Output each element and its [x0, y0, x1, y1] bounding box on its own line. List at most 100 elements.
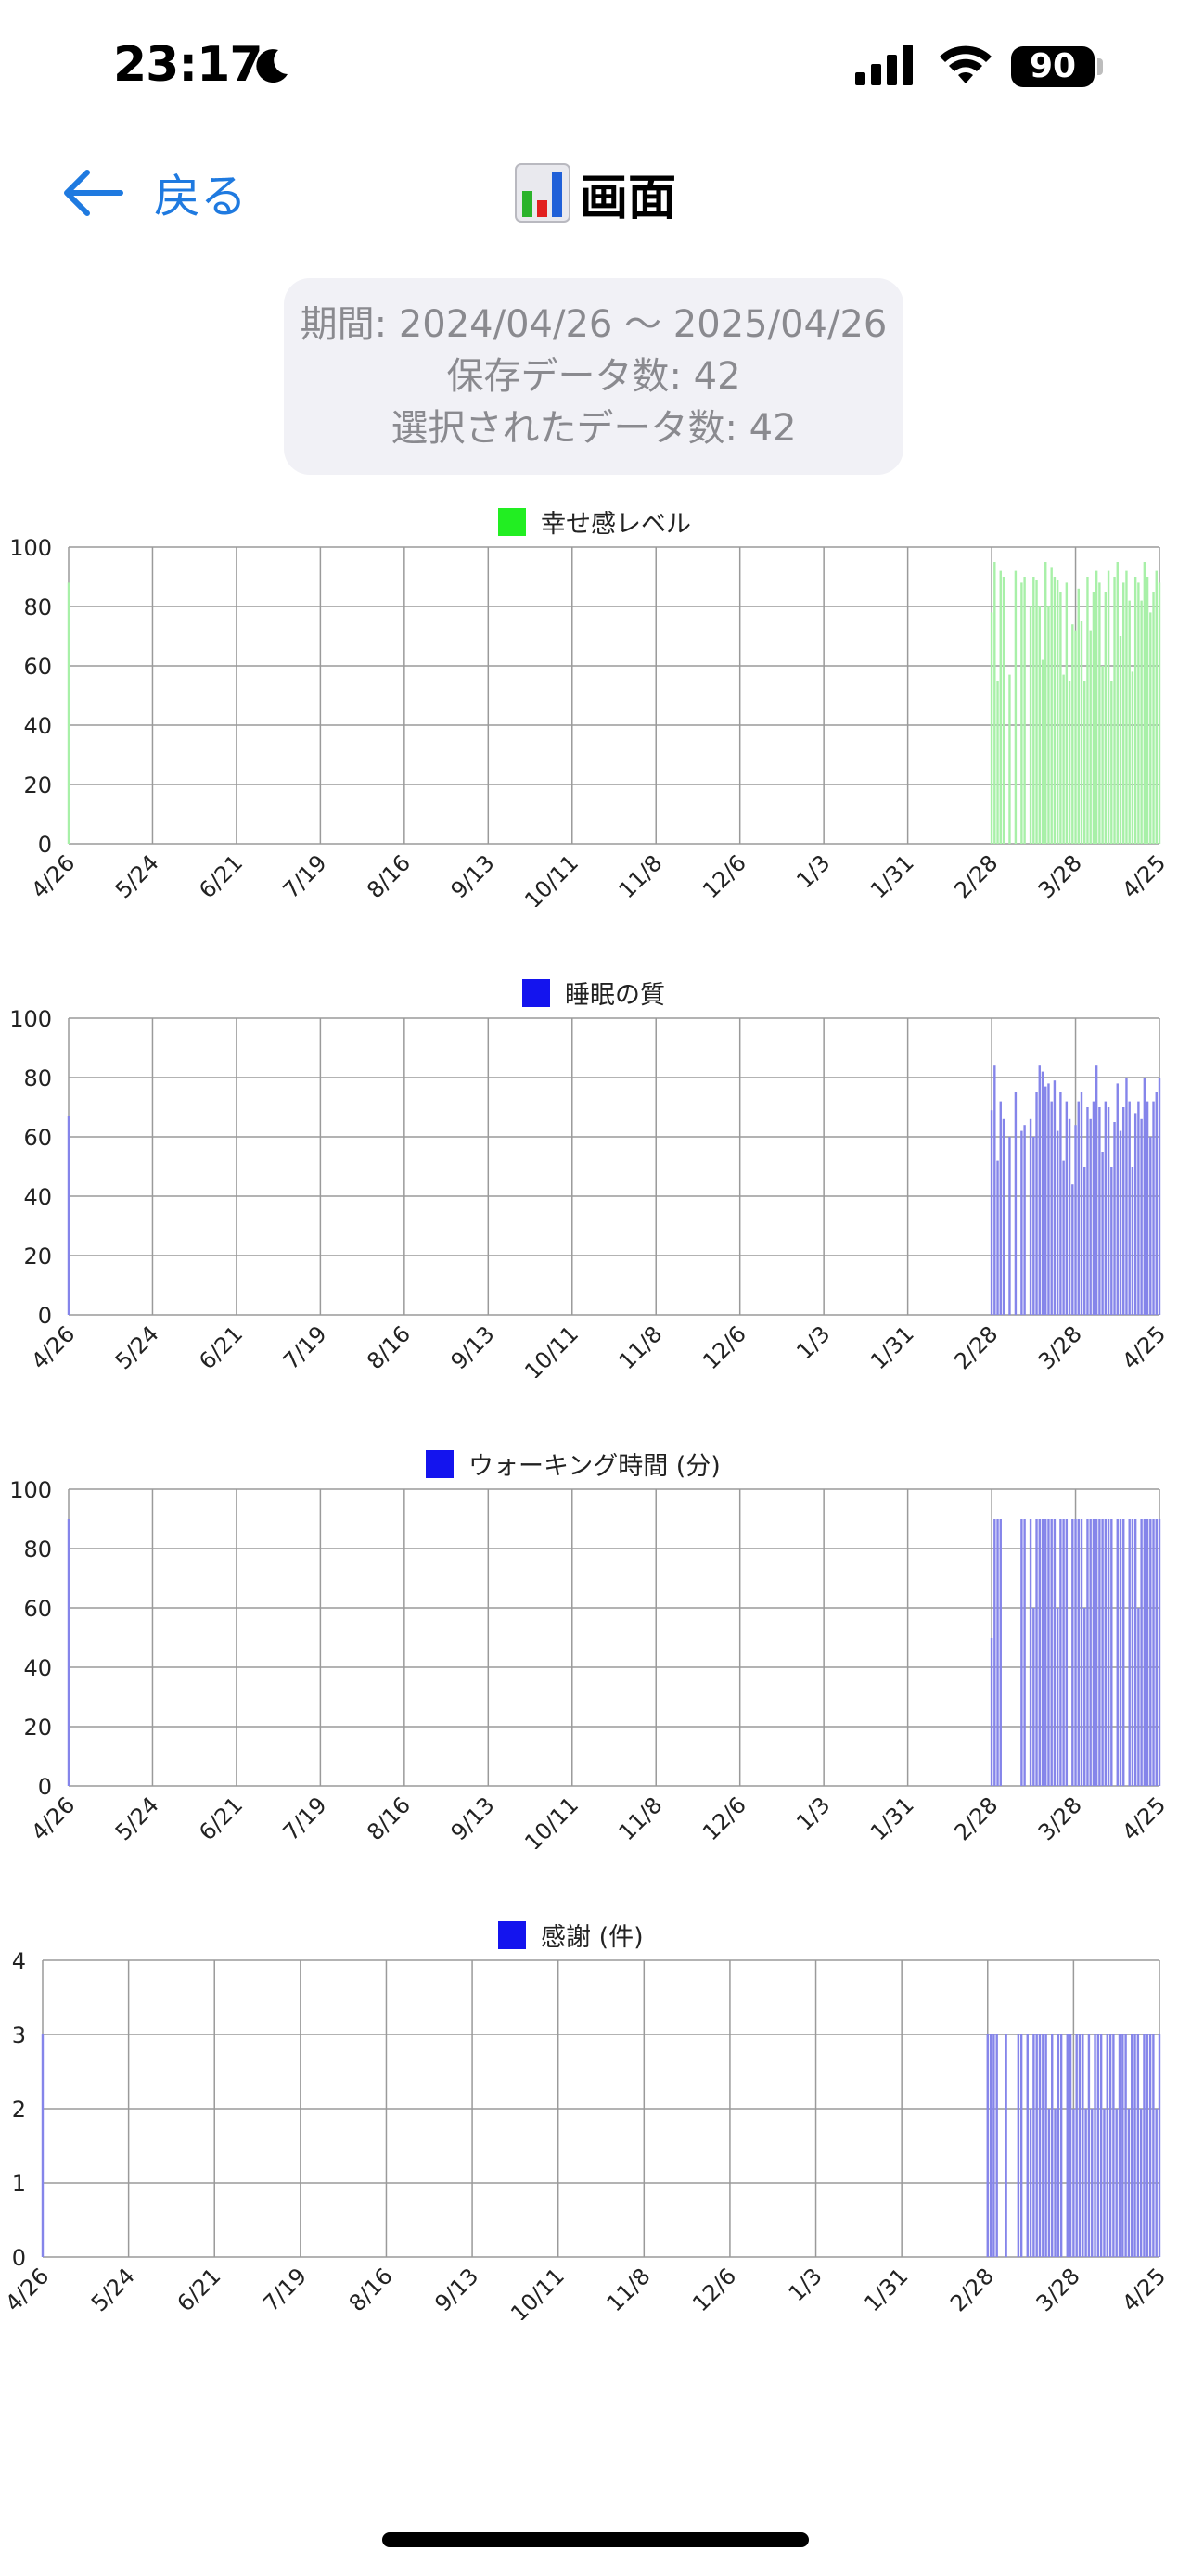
bar — [1020, 1519, 1023, 1786]
bar — [995, 2034, 998, 2257]
bar — [1089, 1519, 1092, 1786]
bar — [1056, 1130, 1059, 1315]
x-tick-label: 10/11 — [519, 1320, 583, 1378]
bar — [1119, 636, 1122, 844]
bar — [1146, 577, 1149, 844]
bar — [1035, 1092, 1038, 1315]
bar-chart-icon — [514, 163, 570, 223]
x-tick-label: 2/28 — [945, 2263, 999, 2316]
bar — [1104, 1519, 1108, 1786]
bar — [1056, 1608, 1059, 1786]
bar — [1041, 659, 1044, 844]
bar — [1118, 2034, 1121, 2257]
bar — [1128, 1101, 1131, 1315]
bar — [1158, 1078, 1161, 1315]
bar — [1137, 1101, 1140, 1315]
bar — [1051, 2034, 1054, 2257]
bar — [990, 612, 993, 844]
bar — [1152, 2034, 1155, 2257]
bar — [1023, 1125, 1026, 1315]
x-tick-label: 6/21 — [194, 1320, 248, 1374]
bar — [1113, 1122, 1116, 1315]
bar — [1092, 592, 1095, 844]
bar — [1113, 577, 1116, 844]
back-button[interactable]: 戻る — [59, 159, 247, 226]
bar — [1020, 582, 1023, 844]
bar — [1023, 1519, 1026, 1786]
y-tick-label: 0 — [12, 2245, 26, 2271]
bar — [1099, 2034, 1103, 2257]
legend-label: 幸せ感レベル — [541, 510, 691, 539]
status-bar: 23:17 90 — [0, 0, 1191, 139]
bar — [989, 2034, 992, 2257]
bar — [1131, 1167, 1134, 1315]
x-tick-label: 7/19 — [258, 2263, 312, 2316]
bar — [1019, 2034, 1023, 2257]
bar — [1002, 577, 1005, 844]
y-tick-label: 80 — [23, 1537, 52, 1562]
x-tick-label: 4/26 — [26, 849, 80, 903]
bar — [1062, 674, 1065, 844]
bar — [1152, 592, 1155, 844]
x-tick-label: 4/25 — [1117, 2263, 1171, 2316]
bar — [1098, 582, 1101, 844]
bar — [1086, 1519, 1089, 1786]
x-tick-label: 4/25 — [1117, 1320, 1171, 1374]
x-tick-label: 10/11 — [519, 849, 583, 907]
bar — [993, 1519, 996, 1786]
bar — [1119, 1130, 1122, 1315]
y-tick-label: 40 — [23, 1184, 52, 1210]
x-tick-label: 1/3 — [791, 1320, 835, 1364]
bar — [1044, 2034, 1047, 2257]
bar — [1038, 2034, 1042, 2257]
bar — [1074, 1125, 1077, 1315]
bar — [1092, 1519, 1095, 1786]
x-tick-label: 12/6 — [698, 1792, 751, 1845]
bar — [1080, 1092, 1083, 1315]
bar — [1110, 1519, 1113, 1786]
bar — [1020, 1130, 1023, 1315]
bar — [1023, 577, 1026, 844]
bar — [1106, 2034, 1108, 2257]
bar — [1065, 1519, 1069, 1786]
bar — [1149, 1519, 1152, 1786]
x-tick-label: 2/28 — [949, 849, 1003, 903]
bar — [1095, 570, 1098, 844]
bar — [1050, 1101, 1053, 1315]
bar — [999, 1519, 1002, 1786]
x-tick-label: 2/28 — [949, 1320, 1003, 1374]
bar — [1149, 612, 1152, 844]
bar — [1127, 2109, 1131, 2257]
bar — [1146, 1519, 1149, 1786]
bar — [1095, 1519, 1098, 1786]
bar — [1029, 2109, 1032, 2257]
x-tick-label: 1/31 — [865, 1320, 919, 1374]
bar — [1140, 1118, 1143, 1315]
bar — [1108, 2034, 1112, 2257]
legend-label: 感謝 (件) — [541, 1923, 644, 1952]
y-tick-label: 40 — [23, 1655, 52, 1681]
bar — [1077, 1519, 1080, 1786]
x-tick-label: 8/16 — [362, 849, 416, 903]
bar — [1107, 1519, 1110, 1786]
bar — [1086, 1107, 1089, 1315]
y-tick-label: 1 — [12, 2171, 26, 2197]
bar — [1121, 2034, 1124, 2257]
bar — [1077, 588, 1080, 844]
bar — [1057, 2034, 1060, 2257]
x-tick-label: 5/24 — [110, 849, 164, 903]
bar — [1082, 2034, 1084, 2257]
bar — [1077, 1101, 1080, 1315]
x-tick-label: 5/24 — [110, 1320, 164, 1374]
x-tick-label: 1/3 — [784, 2263, 827, 2306]
bar — [1050, 1519, 1053, 1786]
x-tick-label: 4/26 — [26, 1320, 80, 1374]
bar — [1092, 1101, 1095, 1315]
y-tick-label: 60 — [23, 654, 52, 680]
bar — [1149, 1137, 1152, 1315]
bar — [1080, 1519, 1083, 1786]
bar — [993, 1065, 996, 1315]
bar — [1042, 2034, 1044, 2257]
home-indicator[interactable] — [382, 2532, 809, 2547]
bar — [1078, 2034, 1082, 2257]
